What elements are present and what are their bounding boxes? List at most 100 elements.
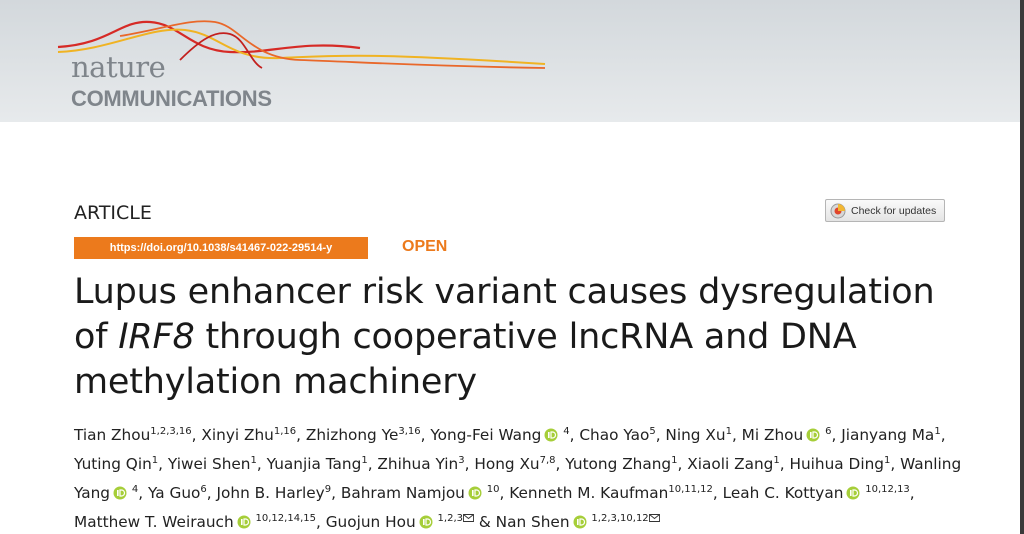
affiliation: 1	[250, 455, 257, 466]
author: Leah C. Kottyan 10,12,13	[723, 484, 910, 502]
affiliation: 10,12,13	[865, 484, 910, 495]
affiliation: 1	[773, 455, 780, 466]
affiliation: 6	[200, 484, 207, 495]
author: Hong Xu7,8	[474, 455, 555, 473]
author-name: Bahram Namjou	[340, 484, 465, 502]
author-name: Wanling Yang	[74, 455, 962, 502]
affiliation: 1	[671, 455, 678, 466]
orcid-mark	[119, 489, 126, 497]
separator: &	[474, 513, 496, 531]
orcid-mark	[422, 519, 425, 525]
separator: ,	[191, 426, 202, 444]
orcid-mark	[812, 431, 819, 439]
check-updates-button[interactable]: Check for updates	[825, 199, 945, 222]
separator: ,	[655, 426, 666, 444]
author-name: Yuting Qin	[74, 455, 152, 473]
author: John B. Harley9	[217, 484, 332, 502]
author: Ning Xu1	[665, 426, 732, 444]
author-name: Nan Shen	[495, 513, 570, 531]
author: Yong-Fei Wang 4	[430, 426, 569, 444]
author-name: Xiaoli Zang	[687, 455, 774, 473]
author-name: Leah C. Kottyan	[722, 484, 844, 502]
separator: ,	[677, 455, 688, 473]
doi-link[interactable]: https://doi.org/10.1038/s41467-022-29514…	[74, 237, 368, 259]
author-name: Yutong Zhang	[565, 455, 672, 473]
separator: ,	[831, 426, 842, 444]
author-name: Ning Xu	[665, 426, 726, 444]
separator: ,	[464, 455, 475, 473]
affiliation: 10,11,12	[668, 484, 713, 495]
author: Mi Zhou 6	[742, 426, 832, 444]
separator: ,	[499, 484, 510, 502]
orcid-icon[interactable]	[544, 428, 558, 442]
affiliation: 1,2,3,10,12	[591, 513, 649, 524]
separator: ,	[569, 426, 580, 444]
author: Kenneth M. Kaufman10,11,12	[509, 484, 713, 502]
orcid-mark	[425, 518, 431, 526]
separator: ,	[940, 426, 946, 444]
author-name: Zhihua Yin	[377, 455, 459, 473]
journal-name: nature	[71, 50, 166, 84]
affiliation: 1,16	[273, 426, 297, 437]
orcid-icon[interactable]	[846, 486, 860, 500]
affiliation: 3,16	[398, 426, 421, 437]
orcid-mark	[117, 490, 119, 496]
author-name: Xinyi Zhu	[201, 426, 274, 444]
title-text: through cooperative lncRNA and DNA methy…	[74, 317, 857, 402]
author-name: Hong Xu	[474, 455, 540, 473]
affiliation: 10,12,14,15	[255, 513, 316, 524]
orcid-mark	[240, 519, 243, 525]
author-name: Mi Zhou	[741, 426, 804, 444]
envelope	[648, 514, 660, 522]
author-name: Ya Guo	[148, 484, 201, 502]
affiliation: 1	[725, 426, 732, 437]
affiliation: 4	[563, 426, 570, 437]
email-icon[interactable]	[463, 514, 474, 522]
email-icon[interactable]	[648, 514, 660, 522]
author-list: Tian Zhou1,2,3,16, Xinyi Zhu1,16, Zhizho…	[74, 421, 964, 534]
window-edge	[1020, 0, 1024, 534]
affiliation: 10	[486, 484, 500, 495]
check-label: Check for updates	[851, 204, 937, 217]
separator: ,	[296, 426, 306, 444]
affiliation: 9	[324, 484, 332, 495]
orcid-icon[interactable]	[806, 428, 820, 442]
affiliation: 4	[131, 484, 139, 495]
author: Yuting Qin1	[74, 455, 158, 473]
orcid-icon[interactable]	[419, 515, 433, 529]
orcid-mark	[578, 518, 585, 526]
author-name: John B. Harley	[216, 484, 325, 502]
orcid-mark	[474, 489, 480, 497]
author: Nan Shen 1,2,3,10,12	[496, 513, 660, 531]
author-name: Yong-Fei Wang	[430, 426, 542, 444]
separator: ,	[138, 484, 149, 502]
title-gene: IRF8	[118, 317, 195, 357]
check-icon	[830, 203, 846, 218]
separator: ,	[731, 426, 742, 444]
title-text: Lupus enhancer risk variant causes dysre…	[74, 272, 935, 357]
author-name: Zhizhong Ye	[305, 426, 399, 444]
author: Zhihua Yin3	[377, 455, 464, 473]
author: Chao Yao5	[579, 426, 655, 444]
orcid-icon[interactable]	[573, 515, 587, 529]
author: Guojun Hou 1,2,3	[326, 513, 474, 531]
affiliation: 1	[883, 455, 891, 466]
author: Jianyang Ma1	[841, 426, 940, 444]
article-title: Lupus enhancer risk variant causes dysre…	[74, 270, 964, 405]
separator: ,	[331, 484, 341, 502]
article-type: ARTICLE	[74, 202, 152, 224]
affiliation: 1,2,3,16	[150, 426, 192, 437]
separator: ,	[420, 426, 431, 444]
author-name: Guojun Hou	[325, 513, 416, 531]
orcid-icon[interactable]	[113, 486, 127, 500]
author: Yutong Zhang1	[565, 455, 677, 473]
orcid-icon[interactable]	[468, 486, 482, 500]
separator: ,	[712, 484, 723, 502]
separator: ,	[206, 484, 217, 502]
orcid-icon[interactable]	[237, 515, 251, 529]
separator: ,	[367, 455, 378, 473]
separator: ,	[890, 455, 901, 473]
orcid-mark	[550, 431, 557, 439]
orcid-mark	[850, 490, 852, 496]
affiliation: 5	[649, 426, 656, 437]
